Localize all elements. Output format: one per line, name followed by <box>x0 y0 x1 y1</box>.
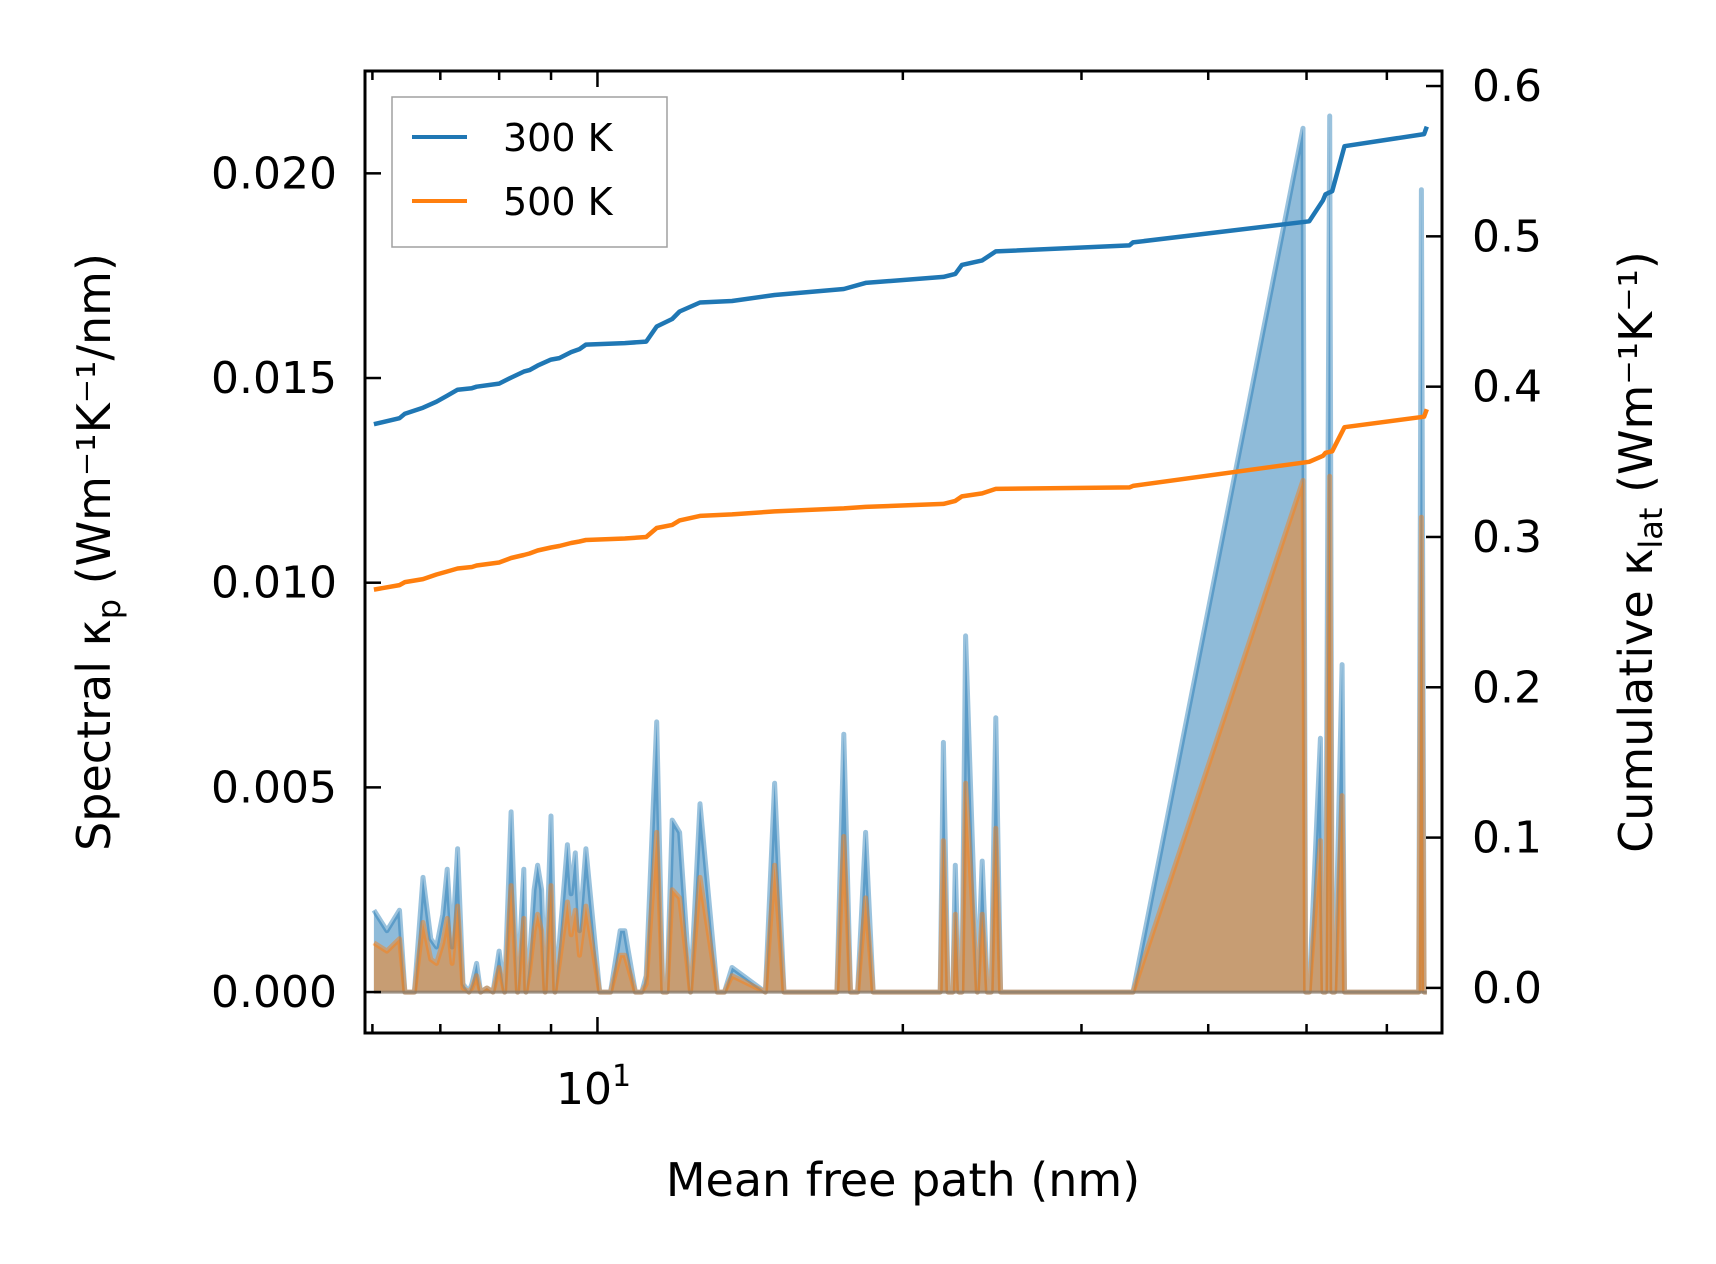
left-y-label-spacer <box>67 584 121 599</box>
left-y-label-unit: (Wm⁻¹K⁻¹/nm) <box>67 253 121 584</box>
x-axis-label: Mean free path (nm) <box>666 1153 1140 1207</box>
right-y-tick-label: 0.0 <box>1472 963 1542 1014</box>
right-y-tick-label: 0.4 <box>1472 362 1542 413</box>
legend-label-300k: 300 K <box>503 116 614 160</box>
x-tick-base: 10 <box>556 1064 612 1115</box>
right-y-tick-label: 0.1 <box>1472 813 1542 864</box>
tick-layer: 0.000 0.005 0.010 0.015 0.020 0.0 0.1 0.2 0.3 0.4… <box>211 61 1542 1033</box>
spectral-area-500k <box>373 476 1427 993</box>
cumulative-line-300k <box>373 125 1429 427</box>
spectral-fill-layer <box>371 113 1427 995</box>
left-y-tick-label: 0.010 <box>211 558 337 609</box>
legend: 300 K 500 K <box>391 96 668 248</box>
right-y-label-unit: (Wm⁻¹K⁻¹) <box>1609 251 1663 493</box>
right-y-axis-label: Cumulative κlat (Wm⁻¹K⁻¹) <box>1609 251 1670 853</box>
left-y-axis-label: Spectral κp (Wm⁻¹K⁻¹/nm) <box>67 253 128 851</box>
right-y-tick-label: 0.5 <box>1472 211 1542 262</box>
cumulative-line-500k <box>373 408 1429 592</box>
x-tick-exponent: 1 <box>612 1059 631 1094</box>
spectral-area-300k <box>373 116 1427 993</box>
cumulative-line-layer <box>373 125 1429 592</box>
right-y-tick-label: 0.3 <box>1472 512 1542 563</box>
left-y-tick-label: 0.020 <box>211 148 337 199</box>
right-y-label-subscript: lat <box>1632 508 1670 549</box>
left-y-label-main: Spectral κ <box>67 619 121 851</box>
right-y-tick-label: 0.2 <box>1472 662 1542 713</box>
left-y-label-subscript: p <box>90 599 128 619</box>
left-y-tick-label: 0.005 <box>211 762 337 813</box>
legend-box <box>391 96 668 248</box>
right-y-label-spacer <box>1609 493 1663 508</box>
left-y-tick-label: 0.000 <box>211 967 337 1018</box>
legend-label-500k: 500 K <box>503 180 614 224</box>
right-y-tick-label: 0.6 <box>1472 61 1542 112</box>
left-y-tick-label: 0.015 <box>211 353 337 404</box>
right-y-label-main: Cumulative κ <box>1609 549 1663 853</box>
x-tick-label: 101 <box>556 1059 631 1115</box>
